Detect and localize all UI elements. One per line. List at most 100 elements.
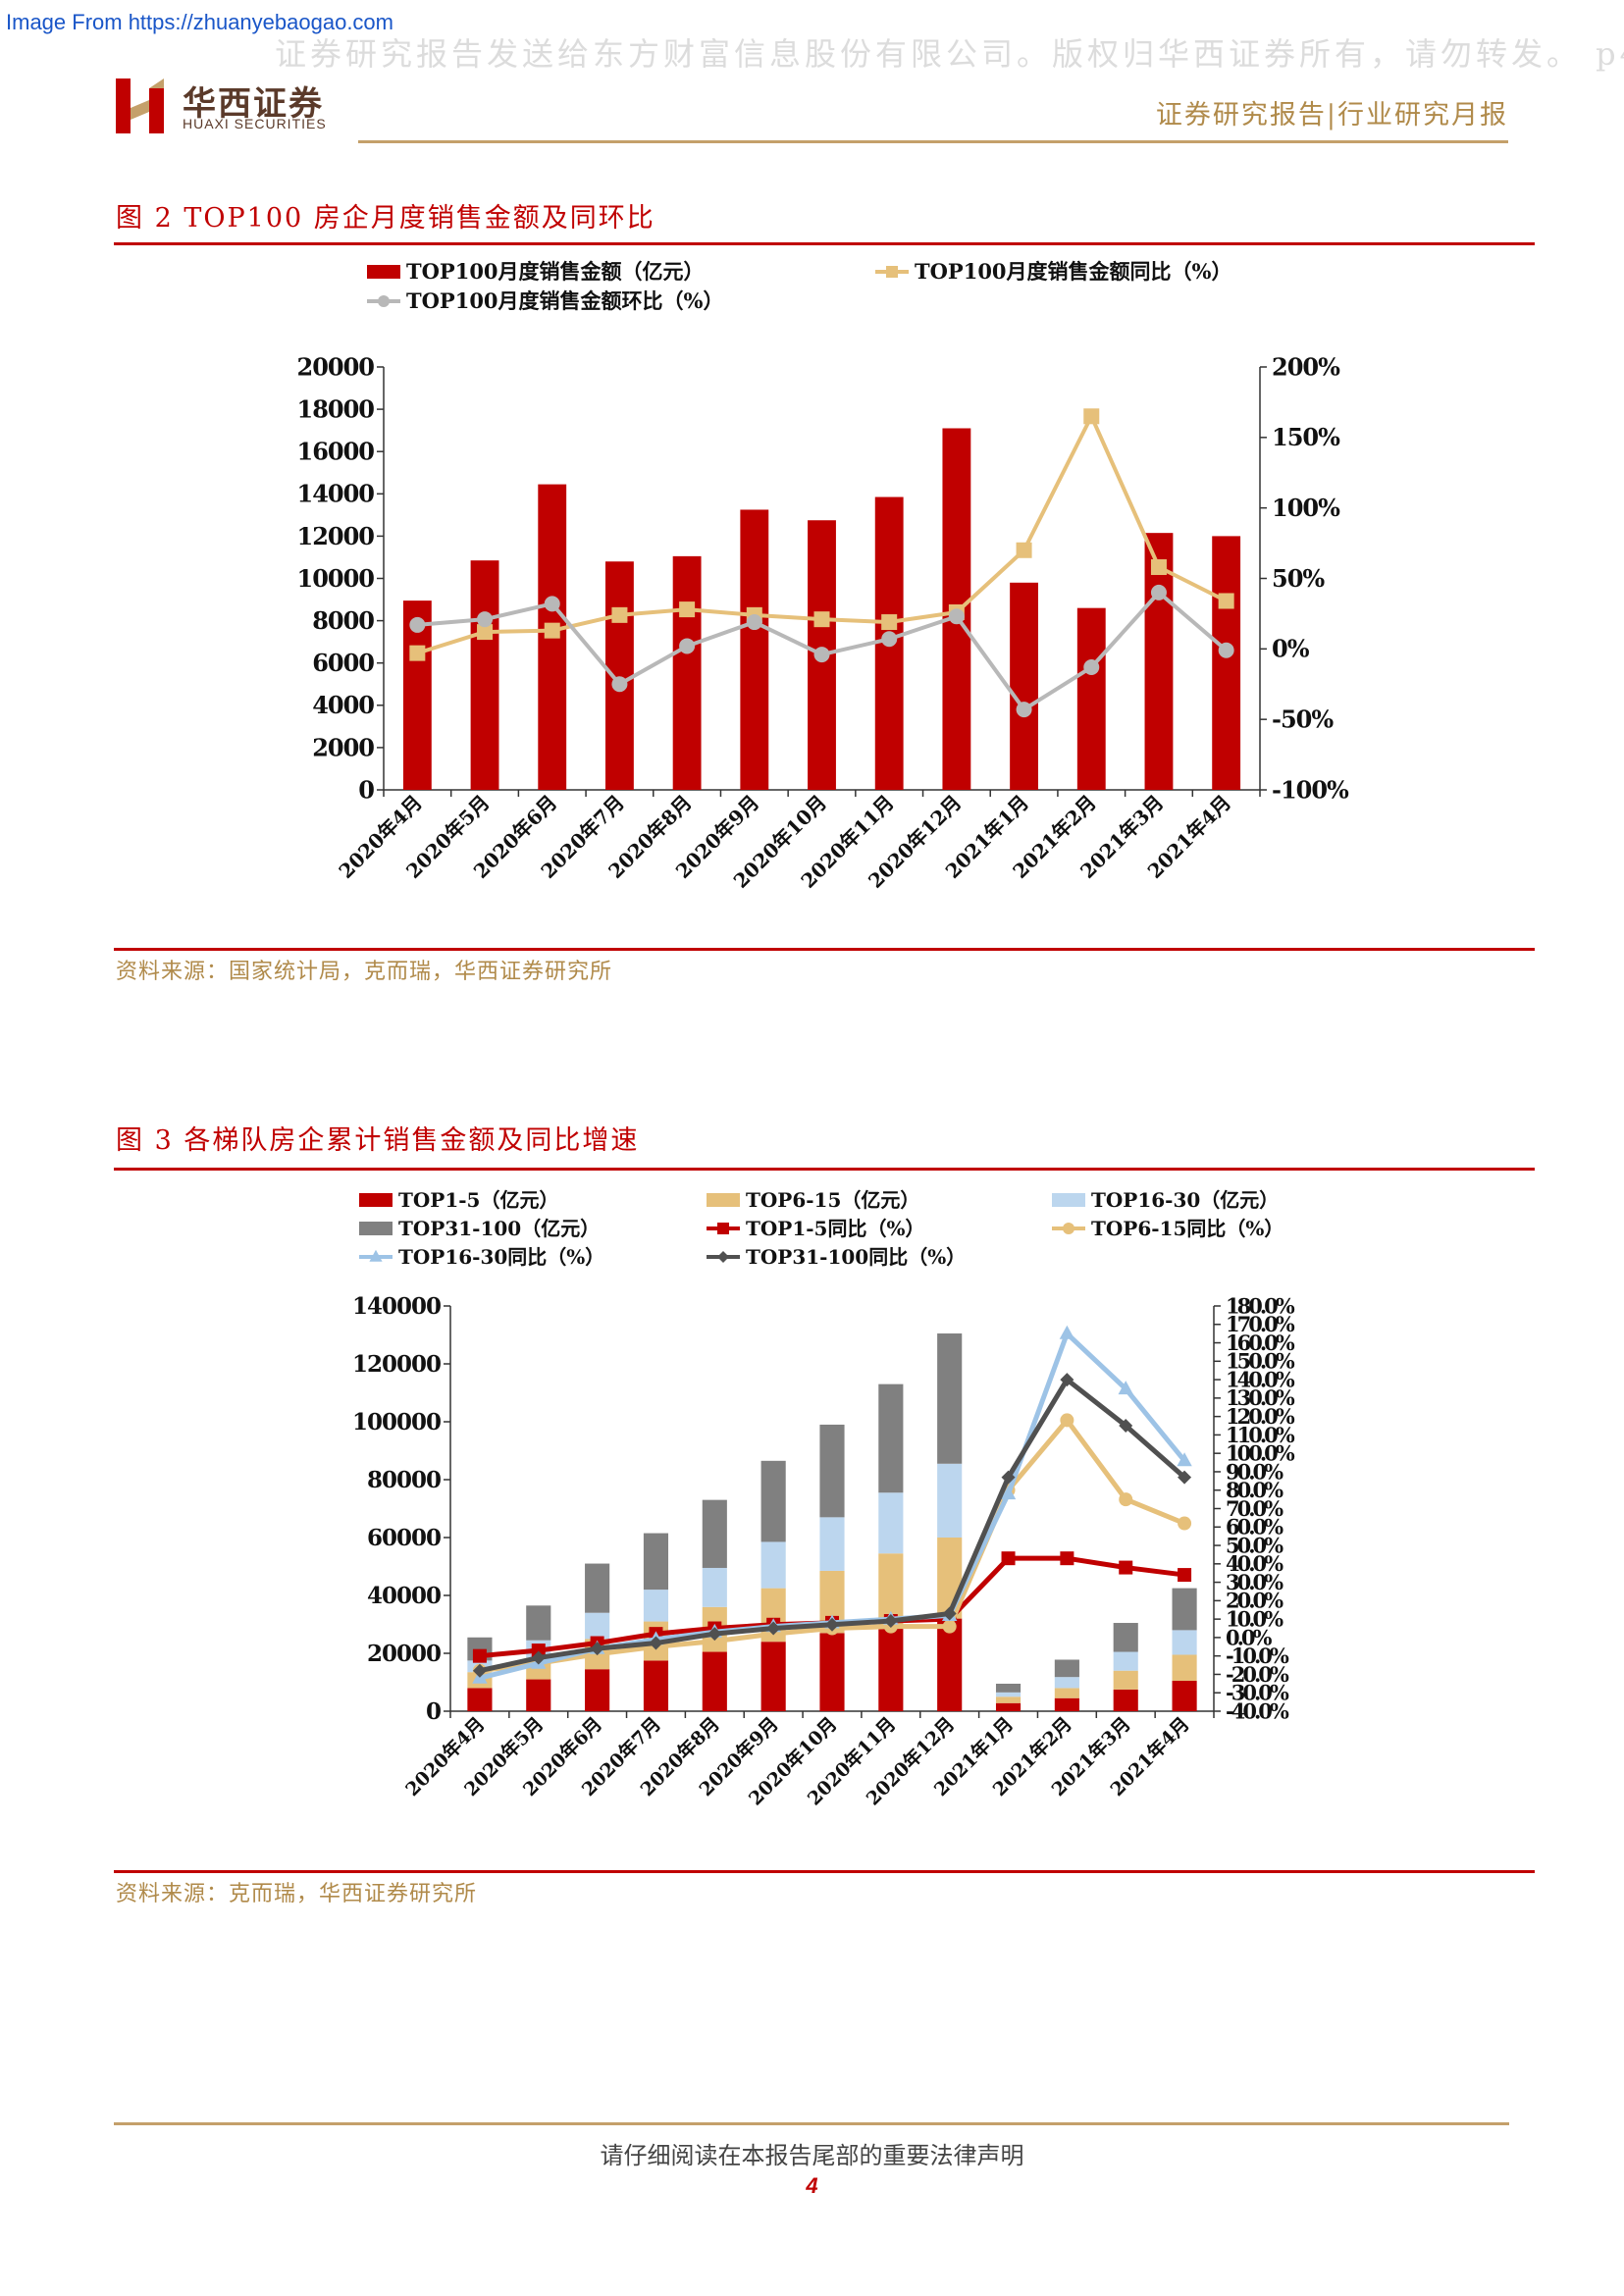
chart2-point-top31-100 bbox=[1119, 1419, 1133, 1434]
chart1-point-top100 bbox=[409, 645, 426, 661]
chart2-bar-top1-5 bbox=[702, 1651, 727, 1711]
chart2-point-top31-100 bbox=[707, 1627, 722, 1642]
chart1-point-top100 bbox=[881, 631, 898, 648]
chart1-bar-top100 bbox=[1010, 582, 1039, 790]
chart2-bar-top31-100 bbox=[702, 1499, 727, 1568]
chart2-bar-top31-100 bbox=[1054, 1659, 1079, 1678]
chart1-y2-tick-label: -50% bbox=[1272, 705, 1334, 734]
chart1-point-top100 bbox=[477, 624, 494, 641]
chart2-y2-tick-label: -40.0% bbox=[1226, 1698, 1289, 1723]
chart1-y-tick-label: 16000 bbox=[297, 438, 375, 466]
logo-right-bar bbox=[149, 88, 164, 133]
chart1-point-top100 bbox=[679, 638, 696, 654]
chart1-y-tick-label: 12000 bbox=[297, 522, 375, 550]
huaxi-logo bbox=[116, 78, 164, 133]
chart1-point-top100 bbox=[813, 647, 830, 663]
chart2-bar-top31-100 bbox=[1172, 1588, 1197, 1631]
chart1-point-top100 bbox=[1016, 702, 1032, 718]
chart2-bar-top6-15 bbox=[1054, 1688, 1079, 1698]
chart1-point-top100 bbox=[544, 596, 560, 612]
chart2-point-top6-15 bbox=[1119, 1492, 1133, 1507]
footer-disclaimer: 请仔细阅读在本报告尾部的重要法律声明 bbox=[600, 2142, 1024, 2169]
chart2-bar-top1-5 bbox=[995, 1702, 1022, 1711]
chart1-y2-tick-label: 50% bbox=[1272, 564, 1325, 593]
chart2-y2-tick-label: 90.0% bbox=[1226, 1459, 1283, 1484]
chart2-y-tick-label: 0 bbox=[426, 1698, 441, 1725]
chart2-bar-top6-15 bbox=[1172, 1654, 1197, 1682]
figure-2-title: 图 2 TOP100 房企月度销售金额及同环比 bbox=[116, 203, 655, 234]
chart2-legend-label: TOP16-30同比（%） bbox=[398, 1245, 604, 1269]
chart2-y2-tick-label: 170.0% bbox=[1226, 1312, 1295, 1336]
chart2-y2-tick-label: 70.0% bbox=[1226, 1496, 1283, 1521]
logo-crossbar bbox=[131, 100, 149, 120]
chart2-bar-top1-5 bbox=[467, 1688, 493, 1711]
chart2-bar-top16-30 bbox=[760, 1541, 786, 1589]
chart2-y2-tick-label: 120.0% bbox=[1226, 1404, 1295, 1429]
chart1-bar-top100 bbox=[1212, 536, 1241, 790]
chart1-legend-marker bbox=[378, 295, 390, 307]
chart2-y-tick-label: 120000 bbox=[352, 1351, 441, 1378]
chart2-point-top16-30 bbox=[1059, 1325, 1075, 1339]
footer-rule bbox=[114, 2122, 1509, 2125]
chart2-point-top31-100 bbox=[472, 1663, 487, 1678]
chart2-bar-top6-15 bbox=[995, 1696, 1022, 1703]
chart2-y-tick-label: 80000 bbox=[367, 1467, 441, 1493]
chart2-legend-label: TOP1-5同比（%） bbox=[746, 1217, 924, 1240]
chart2-y2-tick-label: 10.0% bbox=[1226, 1606, 1283, 1631]
chart1-point-top100 bbox=[1083, 408, 1100, 425]
chart2-y2-tick-label: 150.0% bbox=[1226, 1349, 1295, 1374]
chart1-point-top100 bbox=[611, 606, 628, 623]
chart2-y-tick-label: 60000 bbox=[367, 1525, 441, 1551]
chart1-point-top100 bbox=[813, 611, 830, 628]
chart2-point-top16-30 bbox=[1177, 1452, 1192, 1467]
chart2-bar-top16-30 bbox=[585, 1612, 610, 1640]
chart2-y2-tick-label: 50.0% bbox=[1226, 1533, 1283, 1557]
chart1-point-top100 bbox=[1150, 584, 1167, 600]
chart2-y2-tick-label: 180.0% bbox=[1226, 1293, 1295, 1318]
chart1-legend-label: TOP100月度销售金额环比（%） bbox=[406, 288, 724, 313]
figure-3-top-rule bbox=[114, 1168, 1535, 1171]
chart2-bar-top31-100 bbox=[878, 1383, 904, 1493]
chart1-point-top100 bbox=[1150, 559, 1167, 576]
chart2-legend-label: TOP16-30（亿元） bbox=[1091, 1188, 1279, 1212]
chart2-bar-top31-100 bbox=[1113, 1623, 1138, 1652]
chart1-y2-tick-label: 100% bbox=[1272, 494, 1340, 522]
chart2-y2-tick-label: 140.0% bbox=[1226, 1367, 1295, 1391]
chart2-legend-marker bbox=[717, 1223, 729, 1234]
chart1-legend-label: TOP100月度销售金额（亿元） bbox=[406, 259, 705, 284]
chart1-legend-marker bbox=[886, 266, 898, 278]
chart2-y-tick-label: 40000 bbox=[367, 1583, 441, 1609]
chart1-y2-tick-label: 150% bbox=[1272, 423, 1340, 451]
chart2-point-top31-100 bbox=[766, 1621, 781, 1636]
chart2-bar-top6-15 bbox=[1113, 1670, 1138, 1690]
chart2-y2-tick-label: -30.0% bbox=[1226, 1681, 1289, 1705]
chart2-legend-marker bbox=[717, 1251, 729, 1263]
source-url[interactable]: Image From https://zhuanyebaogao.com bbox=[6, 10, 393, 34]
chart2-point-top31-100 bbox=[942, 1606, 957, 1621]
logo-corner bbox=[149, 78, 164, 88]
chart2-y2-tick-label: 0.0% bbox=[1226, 1625, 1273, 1649]
figure-2-top-rule bbox=[114, 242, 1535, 245]
chart2-legend-marker bbox=[369, 1249, 383, 1262]
chart2-point-top31-100 bbox=[825, 1617, 839, 1632]
watermark: 证券研究报告发送给东方财富信息股份有限公司。版权归华西证券所有，请勿转发。 p4 bbox=[275, 35, 1624, 73]
chart2-legend-swatch bbox=[707, 1193, 740, 1207]
chart1-bar-top100 bbox=[604, 561, 634, 790]
chart1-y-tick-label: 8000 bbox=[312, 606, 374, 635]
chart2-bar-top31-100 bbox=[760, 1460, 786, 1542]
page-number: 4 bbox=[806, 2173, 818, 2198]
chart2-y2-tick-label: -10.0% bbox=[1226, 1644, 1289, 1668]
chart1-bar-top100 bbox=[470, 560, 499, 790]
chart2-y2-tick-label: 160.0% bbox=[1226, 1331, 1295, 1355]
chart1-y-tick-label: 14000 bbox=[297, 480, 375, 508]
chart2-point-top1-5 bbox=[1119, 1560, 1133, 1575]
chart2-point-top31-100 bbox=[1178, 1470, 1192, 1485]
chart2-bar-top1-5 bbox=[819, 1633, 845, 1711]
chart2-y-tick-label: 20000 bbox=[367, 1641, 441, 1667]
chart2-point-top16-30 bbox=[1118, 1381, 1133, 1395]
chart1-point-top100 bbox=[1083, 659, 1100, 676]
chart2-legend-label: TOP6-15同比（%） bbox=[1091, 1217, 1283, 1240]
chart2-point-top31-100 bbox=[1001, 1470, 1016, 1485]
chart1-point-top100 bbox=[409, 616, 426, 633]
chart1-point-top100 bbox=[1218, 642, 1234, 658]
